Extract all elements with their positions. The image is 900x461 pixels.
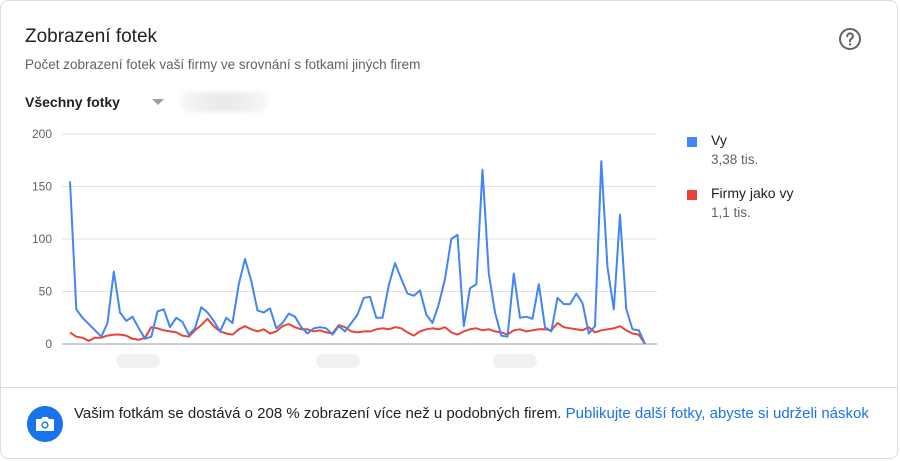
blurred-x-label-3 <box>493 354 537 368</box>
blurred-x-label-1 <box>116 354 160 368</box>
y-tick-label-150: 150 <box>32 180 52 194</box>
photo-type-dropdown[interactable]: Všechny fotky <box>25 94 120 110</box>
help-icon[interactable] <box>838 27 862 51</box>
chevron-down-icon[interactable] <box>152 99 164 105</box>
camera-icon <box>27 406 63 442</box>
series-line-similar-businesses <box>69 317 646 345</box>
legend-value-similar-businesses: 1,1 tis. <box>711 205 751 220</box>
legend-value-vy: 3,38 tis. <box>711 152 759 167</box>
y-tick-label-50: 50 <box>39 285 53 299</box>
footer-message: Vašim fotkám se dostává o 208 % zobrazen… <box>74 402 874 426</box>
photo-views-chart: 0 50 100 150 200 <box>32 127 657 368</box>
y-tick-label-200: 200 <box>32 127 52 141</box>
footer-divider <box>0 387 898 388</box>
publish-photos-link[interactable]: Publikujte další fotky, abyste si udržel… <box>565 405 869 422</box>
card-subtitle: Počet zobrazení fotek vaší firmy ve srov… <box>25 57 421 72</box>
blurred-date-range <box>180 92 268 112</box>
legend-label-vy: Vy <box>711 132 727 148</box>
legend-swatch-similar-businesses <box>687 190 697 200</box>
blurred-x-label-2 <box>316 354 360 368</box>
legend-label-similar-businesses: Firmy jako vy <box>711 185 794 201</box>
y-tick-label-0: 0 <box>45 337 52 351</box>
legend-swatch-vy <box>687 137 697 147</box>
y-tick-label-100: 100 <box>32 232 52 246</box>
footer-text: Vašim fotkám se dostává o 208 % zobrazen… <box>74 405 562 422</box>
card-title: Zobrazení fotek <box>25 26 158 47</box>
series-line-vy <box>69 160 646 345</box>
